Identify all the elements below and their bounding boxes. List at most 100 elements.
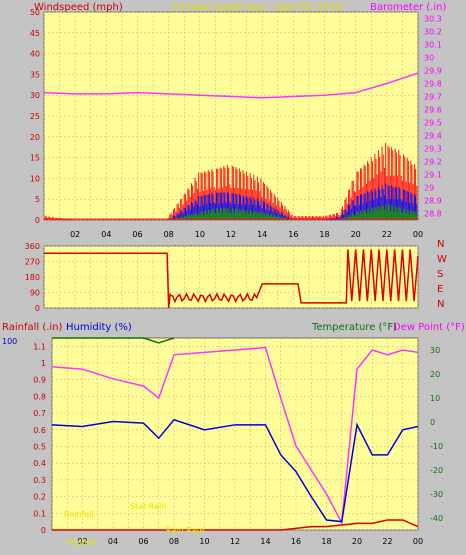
- rain-tick-label: 0.6: [33, 426, 46, 435]
- dewpoint-axis-label: Dew Point (°F): [393, 322, 465, 333]
- y-right-tick-label: 29.1: [424, 171, 442, 180]
- dewpoint-line: [51, 346, 419, 526]
- direction-tick-label: 180: [25, 273, 40, 282]
- y-right-tick-label: 30.3: [424, 15, 442, 24]
- direction-tick-label: 360: [25, 242, 40, 251]
- y-right-tick-label: 30: [424, 54, 434, 63]
- y-right-tick-label: 29.4: [424, 132, 442, 141]
- x-tick-label: 10: [199, 537, 209, 546]
- compass-letter: N: [437, 239, 444, 250]
- temperature-axis-label: Temperature (°F): [311, 322, 397, 333]
- x-tick-label: 04: [101, 230, 111, 239]
- x-tick-label: 14: [257, 230, 267, 239]
- y-left-tick-label: 35: [30, 70, 40, 79]
- barometer-line: [43, 72, 419, 99]
- humidity-axis-label: Humidity (%): [66, 322, 132, 333]
- rain-tick-label: 0.7: [33, 409, 46, 418]
- windspeed-axis-label: Windspeed (mph): [34, 2, 123, 13]
- wind-barometer-panel: 0 5 10 15 20 25 30 35 40 45 50 28.8 28.9 29 29.1 29.2 29…: [30, 8, 442, 239]
- x-tick-label: 08: [169, 537, 179, 546]
- y-right-tick-label: 28.9: [424, 197, 442, 206]
- wind-direction-panel: 360 270 180 90 0: [25, 242, 419, 313]
- y-right-tick-label: 29.2: [424, 158, 442, 167]
- rain-tick-label: 0: [41, 526, 46, 535]
- x-tick-label: 12: [230, 537, 240, 546]
- y-right-tick-label: 30.1: [424, 41, 442, 50]
- compass-letter: E: [437, 284, 443, 295]
- x-tick-label: 22: [382, 537, 392, 546]
- y-right-tick-label: 29.8: [424, 80, 442, 89]
- temp-tick-label: -30: [430, 490, 443, 499]
- faint-rain-rate-label: Rain Rate: [166, 526, 205, 535]
- x-tick-label: 08: [164, 230, 174, 239]
- y-right-tick-label: 29.3: [424, 145, 442, 154]
- y-left-tick-label: 25: [30, 112, 40, 121]
- x-tick-label: 14: [260, 537, 270, 546]
- rain-tick-label: 0.2: [33, 493, 46, 502]
- x-tick-label: 22: [382, 230, 392, 239]
- y-right-tick-label: 29.9: [424, 67, 442, 76]
- x-tick-label: 04: [108, 537, 118, 546]
- temp-tick-label: 20: [430, 370, 440, 379]
- x-tick-label: 12: [226, 230, 236, 239]
- x-tick-label: 20: [352, 537, 362, 546]
- rain-tick-label: 1: [41, 359, 46, 368]
- temp-tick-label: 30: [430, 346, 440, 355]
- x-tick-label: 16: [288, 230, 298, 239]
- y-right-tick-label: 28.8: [424, 210, 442, 219]
- chart-title: 24 hour graph day - April 01 2016: [172, 2, 342, 13]
- direction-tick-label: 90: [30, 289, 40, 298]
- y-right-tick-label: 29: [424, 184, 434, 193]
- x-tick-label: 20: [351, 230, 361, 239]
- temp-tick-label: -40: [430, 514, 443, 523]
- y-left-tick-label: 20: [30, 133, 40, 142]
- y-left-tick-label: 5: [35, 195, 40, 204]
- temp-tick-label: -20: [430, 466, 443, 475]
- x-tick-label: 10: [195, 230, 205, 239]
- y-left-tick-label: 40: [30, 50, 40, 59]
- wind-direction-line: [44, 249, 419, 309]
- barometer-axis-label: Barometer (.in): [370, 2, 446, 13]
- humidity-tick-label: 100: [2, 337, 17, 346]
- x-tick-label: 02: [77, 537, 87, 546]
- x-tick-label: 18: [319, 230, 329, 239]
- compass-letter: S: [437, 269, 443, 280]
- y-left-tick-label: 0: [35, 216, 40, 225]
- faint-highlife-label: Highlife: [66, 538, 97, 547]
- y-left-tick-label: 50: [30, 8, 40, 17]
- temperature-line: [52, 337, 175, 344]
- x-tick-label: 00: [413, 537, 423, 546]
- faint-rainfall-label: Rainfall: [64, 510, 94, 519]
- y-right-tick-label: 30.2: [424, 28, 442, 37]
- y-left-tick-label: 30: [30, 91, 40, 100]
- rainfall-line: [52, 519, 419, 531]
- temp-humidity-panel: 00.10.20.30.40.50.60.70.80.911.110030201…: [2, 337, 443, 546]
- rain-tick-label: 0.3: [33, 476, 46, 485]
- temp-tick-label: 0: [430, 418, 435, 427]
- rain-tick-label: 0.5: [33, 443, 46, 452]
- faint-stat-rain-label: Stat Rain: [130, 502, 166, 511]
- compass-letter: N: [437, 299, 444, 310]
- rain-tick-label: 0.8: [33, 392, 46, 401]
- rainfall-axis-label: Rainfall (.in): [2, 322, 63, 333]
- temp-tick-label: 10: [430, 394, 440, 403]
- x-tick-label: 16: [291, 537, 301, 546]
- x-tick-label: 06: [138, 537, 148, 546]
- temp-tick-label: -10: [430, 442, 443, 451]
- y-left-tick-label: 45: [30, 29, 40, 38]
- y-right-tick-label: 29.6: [424, 106, 442, 115]
- compass-letter: W: [437, 254, 447, 265]
- humidity-line: [51, 418, 419, 523]
- rain-tick-label: 1.1: [33, 342, 46, 351]
- rain-tick-label: 0.1: [33, 509, 46, 518]
- x-tick-label: 02: [70, 230, 80, 239]
- y-left-tick-label: 10: [30, 174, 40, 183]
- direction-tick-label: 270: [25, 258, 40, 267]
- direction-tick-label: 0: [35, 304, 40, 313]
- x-tick-label: 00: [413, 230, 423, 239]
- y-right-tick-label: 29.7: [424, 93, 442, 102]
- direction-path: [44, 249, 419, 309]
- x-tick-label: 06: [132, 230, 142, 239]
